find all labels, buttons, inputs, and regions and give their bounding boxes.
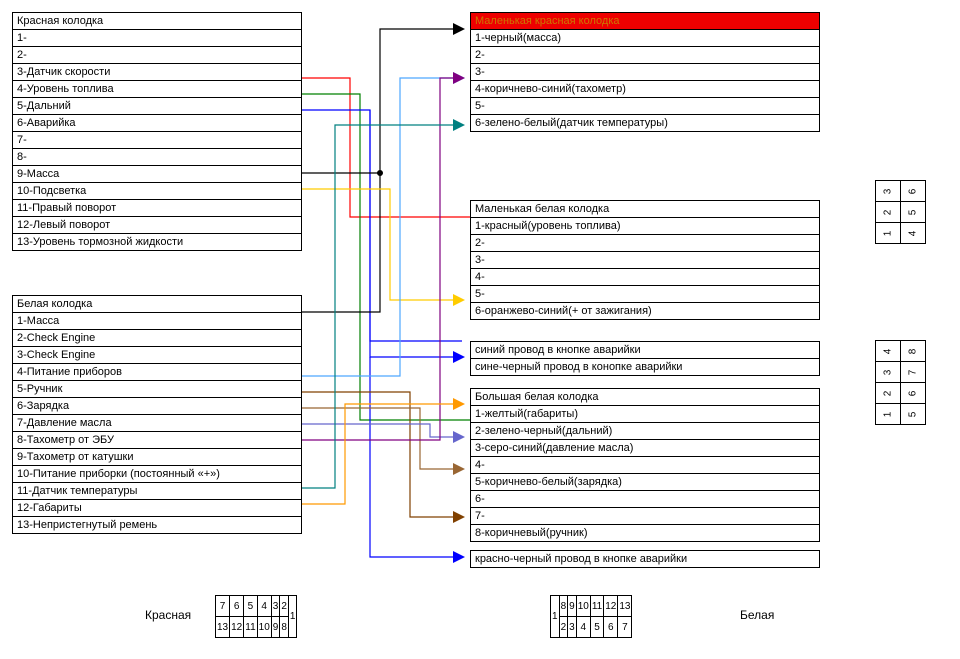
table-row: 4-Питание приборов [13,364,302,381]
table-row: 4- [471,457,820,474]
table-row: сине-черный провод в конопке аварийки [471,359,820,376]
table-row: Красная колодка [13,13,302,30]
table-row: 2-зелено-черный(дальний) [471,423,820,440]
white-connector-table: Белая колодка1-Масса2-Check Engine3-Chec… [12,295,302,534]
table-row: синий провод в кнопке аварийки [471,342,820,359]
table-row: 1-красный(уровень топлива) [471,218,820,235]
table-row: 4-Уровень топлива [13,81,302,98]
table-row: 12-Левый поворот [13,217,302,234]
table-row: 6-Аварийка [13,115,302,132]
table-row: 7- [13,132,302,149]
table-row: 8-коричневый(ручник) [471,525,820,542]
table-row: 6-зелено-белый(датчик температуры) [471,115,820,132]
table-row: Маленькая красная колодка [471,13,820,30]
table-row: 6-Зарядка [13,398,302,415]
table-row: 6- [471,491,820,508]
table-row: 1-Масса [13,313,302,330]
table-row: 10-Подсветка [13,183,302,200]
table-row: 10-Питание приборки (постоянный «+») [13,466,302,483]
table-row: 12-Габариты [13,500,302,517]
table-row: 5-Дальний [13,98,302,115]
table-row: 3- [471,252,820,269]
table-row: 3-серо-синий(давление масла) [471,440,820,457]
table-row: 9-Тахометр от катушки [13,449,302,466]
small-connector-2: 48372615 [875,340,926,425]
table-row: Белая колодка [13,296,302,313]
white-connector-label: Белая [740,608,774,622]
table-row: 5- [471,98,820,115]
table-row: 3- [471,64,820,81]
table-row: 8-Тахометр от ЭБУ [13,432,302,449]
table-row: 3-Check Engine [13,347,302,364]
table-row: 5- [471,286,820,303]
red-connector-table: Красная колодка1-2-3-Датчик скорости4-Ур… [12,12,302,251]
wiring-diagram: { "tables":{ "red_left":{ "x":12,"y":12,… [0,0,960,659]
table-row: 5-коричнево-белый(зарядка) [471,474,820,491]
table-row: красно-черный провод в кнопке аварийки [471,551,820,568]
table-row: 7- [471,508,820,525]
table-row: 9-Масса [13,166,302,183]
table-row: 6-оранжево-синий(+ от зажигания) [471,303,820,320]
table-row: 2-Check Engine [13,330,302,347]
table-row: 4-коричнево-синий(тахометр) [471,81,820,98]
blue-wire-notes-table: синий провод в кнопке аварийкисине-черны… [470,341,820,376]
table-row: 2- [13,47,302,64]
table-row: 13-Непристегнутый ремень [13,517,302,534]
table-row: 1-черный(масса) [471,30,820,47]
small-white-connector-table: Маленькая белая колодка1-красный(уровень… [470,200,820,320]
red-connector-label: Красная [145,608,191,622]
table-row: Большая белая колодка [471,389,820,406]
red-black-wire-note-table: красно-черный провод в кнопке аварийки [470,550,820,568]
table-row: 1-желтый(габариты) [471,406,820,423]
small-connector-1: 362514 [875,180,926,244]
table-row: 3-Датчик скорости [13,64,302,81]
small-red-connector-table: Маленькая красная колодка1-черный(масса)… [470,12,820,132]
table-row: 11-Датчик температуры [13,483,302,500]
table-row: 2- [471,47,820,64]
table-row: 7-Давление масла [13,415,302,432]
table-row: 4- [471,269,820,286]
table-row: 1- [13,30,302,47]
table-row: Маленькая белая колодка [471,201,820,218]
table-row: 13-Уровень тормозной жидкости [13,234,302,251]
table-row: 11-Правый поворот [13,200,302,217]
table-row: 8- [13,149,302,166]
table-row: 2- [471,235,820,252]
table-row: 5-Ручник [13,381,302,398]
big-white-connector-table: Большая белая колодка1-желтый(габариты)2… [470,388,820,542]
